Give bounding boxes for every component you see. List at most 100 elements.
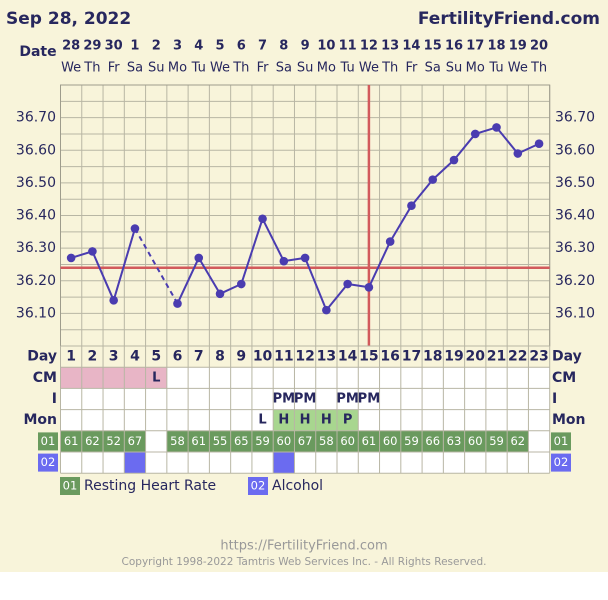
temperature-point	[236, 279, 246, 289]
temperature-point	[130, 224, 140, 233]
legend-code: 01	[63, 479, 78, 493]
mon-value: H	[278, 413, 289, 428]
heart-rate-value: 60	[340, 434, 355, 448]
weekday-label: Sa	[127, 61, 143, 76]
cm-cell	[81, 367, 104, 389]
date-label: 3	[173, 39, 182, 54]
day-number: 17	[402, 349, 421, 365]
temperature-segment	[453, 133, 477, 161]
heart-rate-cell	[400, 430, 423, 452]
y-tick-label-right: 36.10	[555, 305, 595, 321]
cm-cell	[103, 367, 125, 389]
y-tick-label: 36.30	[16, 240, 56, 256]
mon-value: L	[258, 413, 266, 428]
heart-rate-value: 59	[404, 434, 419, 448]
weekday-label: Tu	[488, 61, 503, 76]
day-number: 6	[173, 349, 183, 365]
day-number: 13	[317, 349, 336, 365]
alcohol-cell	[273, 452, 295, 474]
date-label: 17	[466, 39, 484, 54]
row-code: 01	[41, 434, 56, 448]
temperature-segment	[261, 218, 285, 262]
heart-rate-cell	[230, 430, 252, 452]
heart-rate-value: 61	[362, 434, 377, 448]
temperature-segment	[304, 257, 328, 311]
day-number: 11	[274, 349, 293, 365]
temperature-segment	[389, 205, 413, 243]
y-tick-label: 36.70	[16, 110, 56, 126]
date-label: 29	[83, 39, 101, 54]
heart-rate-value: 60	[383, 434, 398, 448]
temperature-segment	[410, 178, 434, 207]
heart-rate-value: 52	[106, 434, 121, 448]
intercourse-value: PM	[273, 392, 295, 407]
date-label: 18	[487, 39, 505, 54]
y-tick-label-right: 36.40	[555, 208, 595, 224]
temperature-segment	[112, 228, 136, 301]
cm-cell	[145, 367, 167, 389]
weekday-label: Tu	[191, 61, 206, 76]
heart-rate-value: 58	[319, 434, 334, 448]
day-number: 2	[88, 349, 98, 365]
temperature-segment	[197, 257, 221, 295]
weekday-label: Fr	[108, 61, 121, 76]
date-label: 20	[530, 39, 548, 54]
day-number: 7	[194, 349, 204, 365]
monitor-cell	[273, 409, 295, 431]
legend-label: Alcohol	[272, 478, 323, 494]
weekday-label: We	[210, 61, 230, 76]
temperature-point	[173, 299, 182, 308]
temperature-point	[279, 256, 289, 266]
row-label-right: I	[552, 391, 557, 407]
chart-title: Sep 28, 2022	[6, 9, 131, 29]
legend-label: Resting Heart Rate	[84, 478, 216, 494]
day-number: 23	[529, 349, 548, 365]
day-number: 1	[66, 349, 76, 365]
heart-rate-cell	[337, 430, 359, 452]
footer-url: https://FertilityFriend.com	[220, 539, 387, 554]
date-label: 30	[105, 39, 123, 54]
weekday-label: Su	[297, 61, 314, 76]
heart-rate-value: 61	[64, 434, 79, 448]
y-tick-label: 36.60	[16, 142, 56, 158]
heart-rate-value: 60	[468, 434, 483, 448]
heart-rate-cell	[209, 430, 231, 452]
alcohol-cell	[124, 452, 146, 474]
intercourse-value: PM	[358, 392, 380, 407]
weekday-label: Su	[148, 61, 165, 76]
weekday-label: Su	[446, 61, 463, 76]
date-label: Date	[19, 44, 56, 60]
weekday-label: Th	[83, 61, 100, 76]
heart-rate-cell	[294, 430, 316, 452]
date-label: 13	[381, 39, 399, 54]
site-name: FertilityFriend.com	[418, 9, 600, 29]
mon-value: H	[321, 413, 332, 428]
mon-value: H	[300, 413, 311, 428]
heart-rate-cell	[188, 430, 210, 452]
row-label: Mon	[23, 412, 57, 428]
date-label: 11	[339, 39, 357, 54]
day-number: 16	[380, 349, 399, 365]
heart-rate-value: 65	[234, 434, 249, 448]
weekday-label: Mo	[317, 61, 336, 76]
heart-rate-cell	[422, 430, 444, 452]
temperature-segment	[240, 218, 264, 285]
weekday-label: We	[508, 61, 528, 76]
heart-rate-value: 66	[425, 434, 440, 448]
row-label: CM	[33, 370, 57, 386]
heart-rate-value: 63	[447, 434, 462, 448]
heart-rate-cell	[273, 430, 295, 452]
heart-rate-cell	[251, 430, 274, 452]
heart-rate-cell	[166, 430, 189, 452]
temperature-point	[258, 214, 267, 224]
day-number: 4	[130, 349, 140, 365]
heart-rate-cell	[485, 430, 508, 452]
heart-rate-cell	[358, 430, 380, 452]
weekday-label: Fr	[406, 61, 419, 76]
temperature-point	[428, 175, 438, 184]
heart-rate-cell	[443, 430, 465, 452]
row-right-badge	[551, 453, 571, 472]
day-number: 19	[444, 349, 463, 365]
day-row-background	[60, 346, 550, 368]
